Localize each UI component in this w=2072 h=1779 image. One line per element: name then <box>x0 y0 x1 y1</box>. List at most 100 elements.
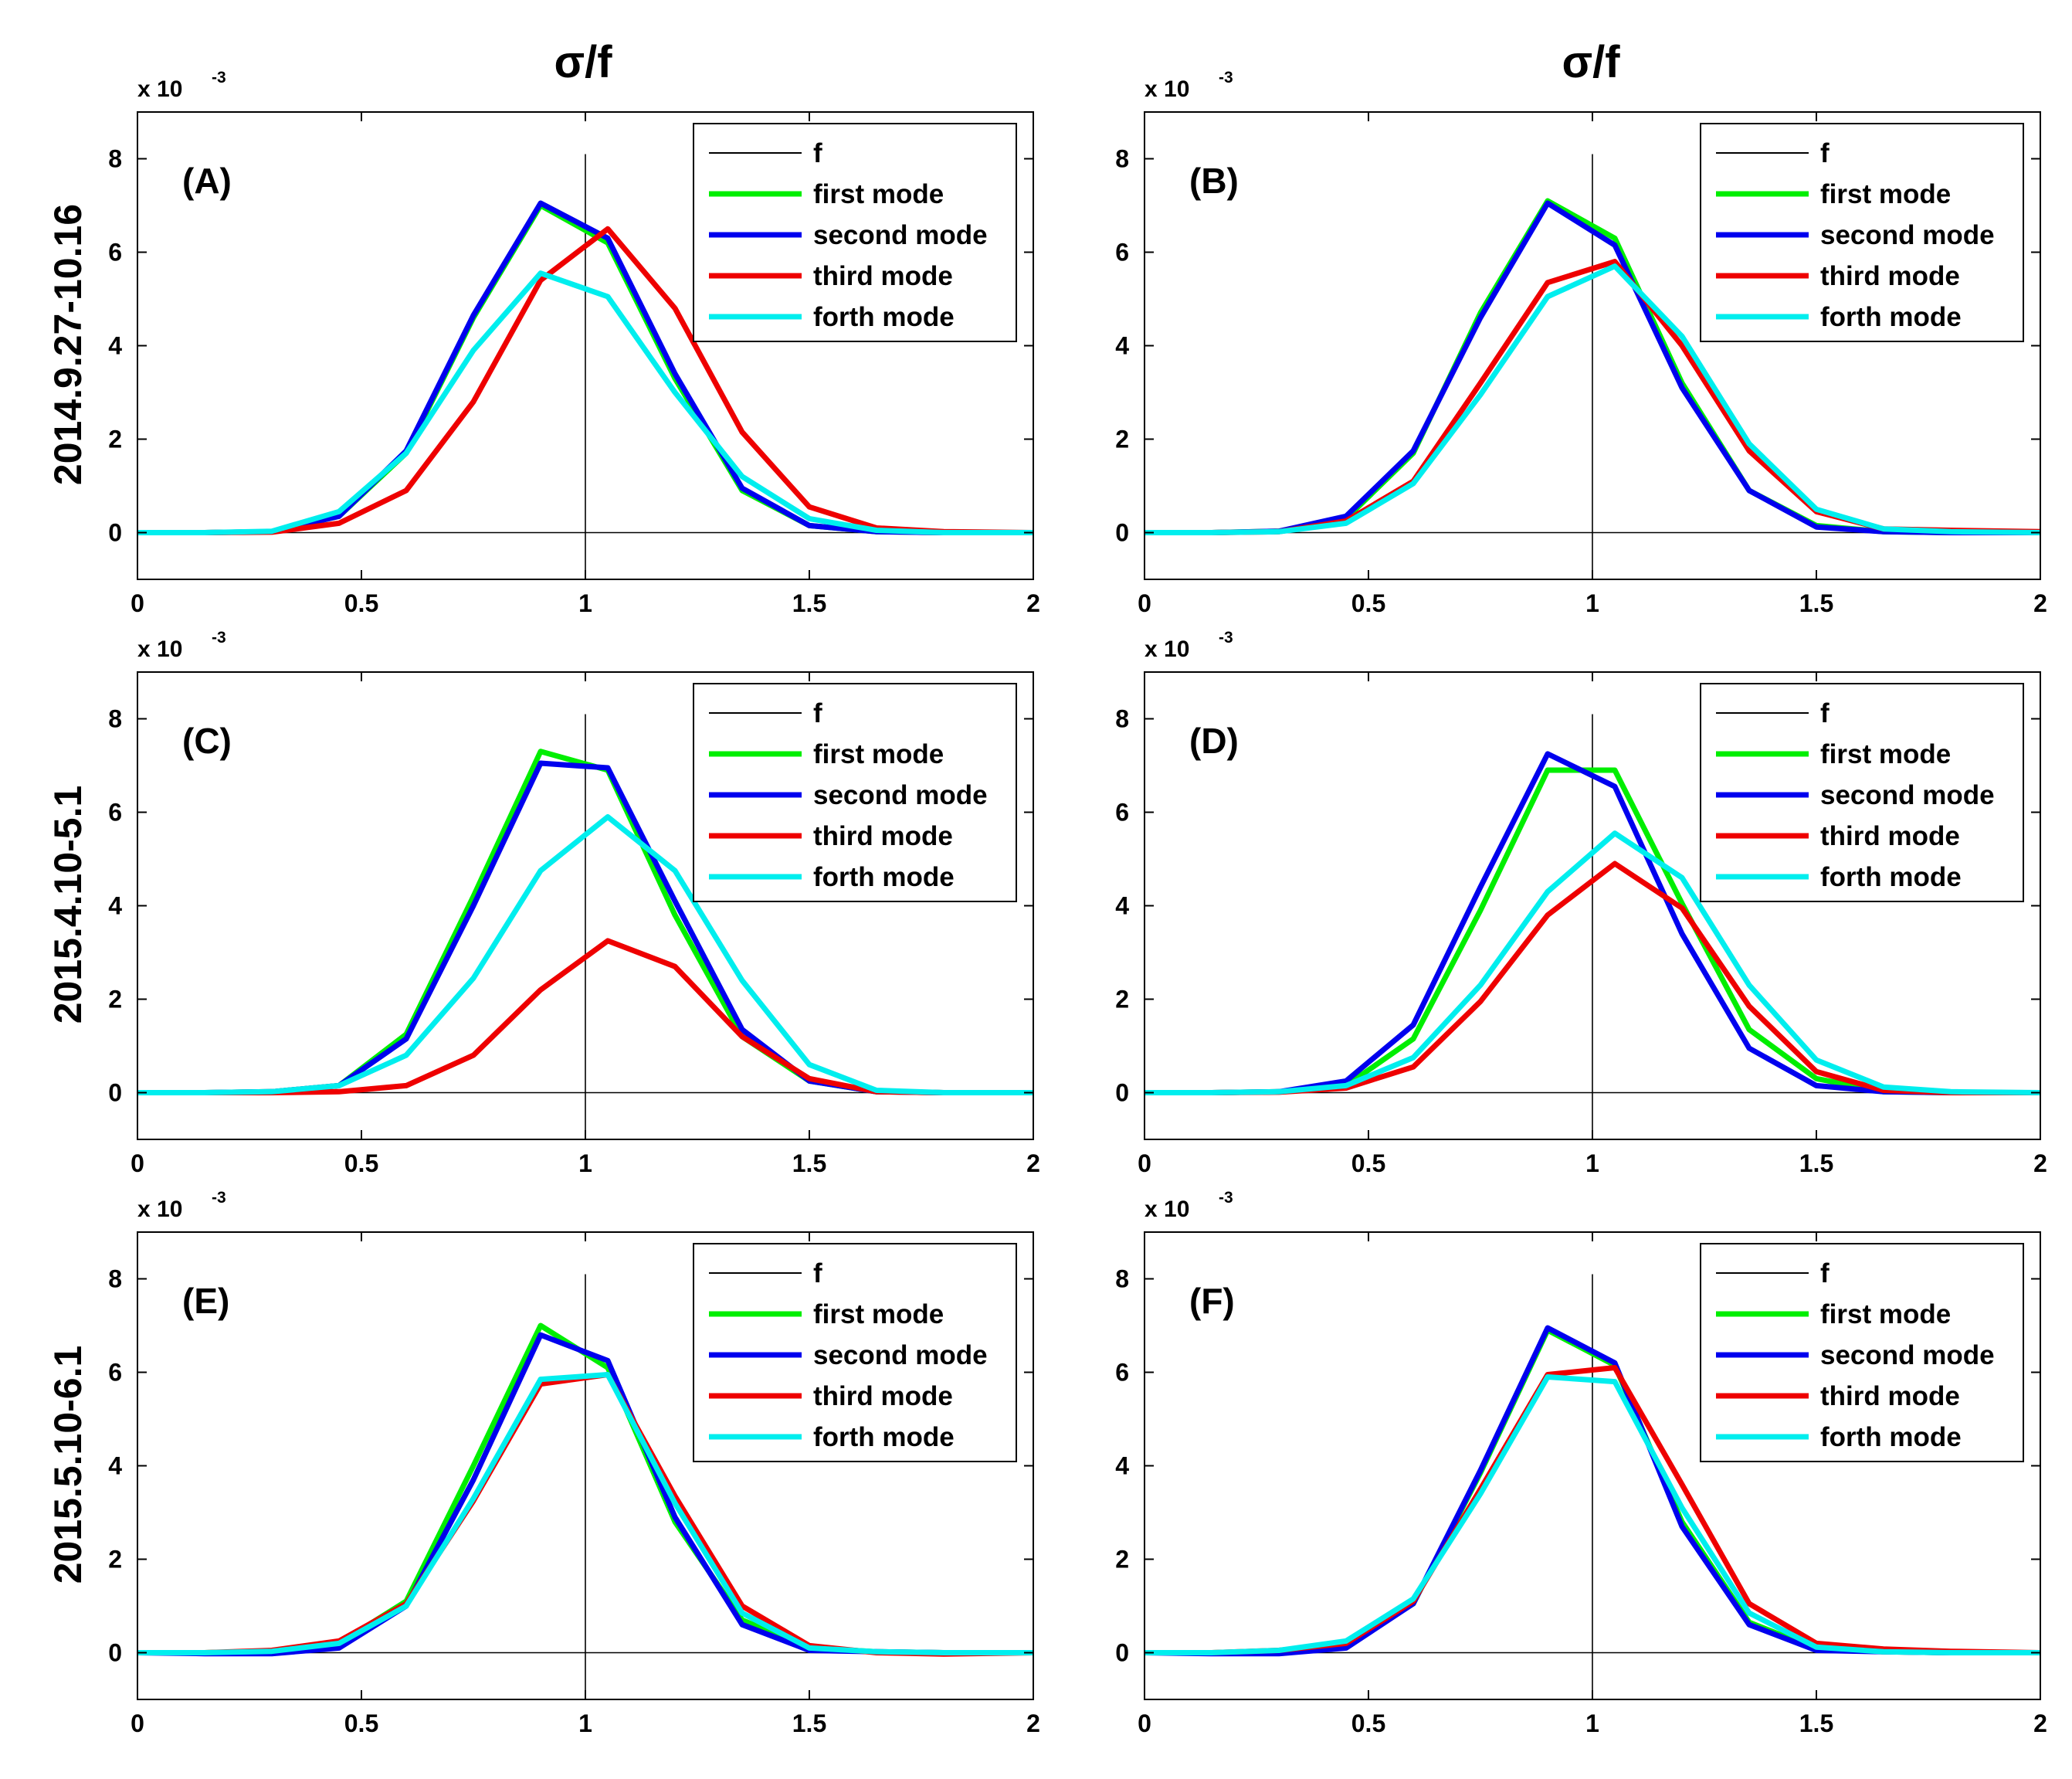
x-tick-label: 0.5 <box>344 1709 378 1737</box>
y-tick-label: 8 <box>108 1265 122 1293</box>
x-tick-label: 1 <box>1585 1149 1599 1177</box>
y-tick-label: 2 <box>1115 1546 1129 1574</box>
legend-label: second mode <box>1820 780 1995 810</box>
y-tick-label: 8 <box>108 705 122 733</box>
legend-label: third mode <box>813 821 953 851</box>
legend-label: first mode <box>813 179 944 209</box>
x-tick-label: 2 <box>1026 1149 1040 1177</box>
panel-b: 0 0.5 1 1.5 2 0 2 4 6 8 x 10 -3 (B) f first mode second… <box>1115 69 2047 617</box>
legend-label: third mode <box>1820 261 1960 291</box>
x-tick-label: 0.5 <box>1351 1709 1385 1737</box>
legend-label: second mode <box>813 220 988 250</box>
x-tick-label: 0.5 <box>344 1149 378 1177</box>
y-tick-label: 2 <box>108 426 122 453</box>
y-tick-label: 0 <box>108 1079 122 1107</box>
legend-label: f <box>813 138 822 168</box>
legend-label: first mode <box>1820 1299 1951 1329</box>
y-tick-label: 2 <box>108 1546 122 1574</box>
row-label-2: 2015.4.10-5.1 <box>46 786 90 1024</box>
x-tick-label: 0 <box>131 589 144 617</box>
legend-label: f <box>813 698 822 728</box>
x-tick-label: 1 <box>1585 1709 1599 1737</box>
legend: f first mode second mode third mode forth mo… <box>1700 683 2024 902</box>
legend-box <box>693 123 1017 342</box>
y-tick-label: 8 <box>1115 145 1129 173</box>
y-exponent: x 10 <box>137 637 182 662</box>
legend-label: third mode <box>813 1381 953 1411</box>
panel-a: 0 0.5 1 1.5 2 0 2 4 6 8 x 10 -3 (A) f first mode second… <box>108 69 1040 617</box>
y-tick-label: 6 <box>1115 239 1129 267</box>
legend: f first mode second mode third mode forth mo… <box>1700 1243 2024 1462</box>
legend-label: second mode <box>1820 1340 1995 1370</box>
legend-label: first mode <box>813 739 944 769</box>
legend-label: forth mode <box>1820 1422 1962 1452</box>
x-tick-label: 2 <box>2033 1149 2047 1177</box>
x-tick-label: 1.5 <box>1799 1709 1833 1737</box>
y-tick-label: 6 <box>108 799 122 827</box>
y-exponent: x 10 <box>137 76 182 102</box>
y-tick-label: 6 <box>1115 1359 1129 1387</box>
row-label-3: 2015.5.10-6.1 <box>46 1346 90 1584</box>
series-forth-mode <box>137 814 1033 1095</box>
y-tick-label: 8 <box>1115 705 1129 733</box>
y-exponent-power: -3 <box>1219 1189 1233 1207</box>
x-tick-label: 1 <box>578 1149 592 1177</box>
legend: f first mode second mode third mode forth mo… <box>693 683 1017 902</box>
panel-f: 0 0.5 1 1.5 2 0 2 4 6 8 x 10 -3 (F) f first mode second… <box>1115 1189 2047 1737</box>
x-tick-label: 0.5 <box>344 589 378 617</box>
y-exponent-power: -3 <box>1219 629 1233 647</box>
y-tick-label: 0 <box>108 1639 122 1667</box>
x-tick-label: 0 <box>1138 589 1151 617</box>
y-tick-label: 8 <box>1115 1265 1129 1293</box>
legend-label: forth mode <box>813 1422 955 1452</box>
legend-label: third mode <box>1820 821 1960 851</box>
y-exponent-power: -3 <box>212 69 226 87</box>
legend-label: second mode <box>813 780 988 810</box>
x-tick-label: 0 <box>1138 1149 1151 1177</box>
x-tick-label: 2 <box>1026 1709 1040 1737</box>
x-tick-label: 0.5 <box>1351 1149 1385 1177</box>
panel-label: (F) <box>1189 1281 1235 1321</box>
legend: f first mode second mode third mode forth mo… <box>693 1243 1017 1462</box>
x-tick-label: 1.5 <box>1799 1149 1833 1177</box>
y-exponent-power: -3 <box>212 1189 226 1207</box>
legend: f first mode second mode third mode forth mo… <box>1700 123 2024 342</box>
panel-d: 0 0.5 1 1.5 2 0 2 4 6 8 x 10 -3 (D) f first mode second… <box>1115 629 2047 1177</box>
y-tick-label: 2 <box>1115 986 1129 1013</box>
series-forth-mode <box>137 270 1033 535</box>
y-tick-label: 4 <box>108 892 122 920</box>
x-tick-label: 0.5 <box>1351 589 1385 617</box>
panel-c: 0 0.5 1 1.5 2 0 2 4 6 8 x 10 -3 (C) f first mode second… <box>108 629 1040 1177</box>
y-tick-label: 6 <box>108 239 122 267</box>
x-tick-label: 2 <box>1026 589 1040 617</box>
y-tick-label: 4 <box>1115 892 1129 920</box>
y-tick-label: 6 <box>1115 799 1129 827</box>
y-tick-label: 0 <box>1115 1639 1129 1667</box>
series-forth-mode <box>1145 263 2040 535</box>
legend-label: third mode <box>813 261 953 291</box>
legend-label: forth mode <box>813 302 955 332</box>
x-tick-label: 0 <box>131 1709 144 1737</box>
legend-label: forth mode <box>1820 862 1962 892</box>
legend-label: first mode <box>1820 179 1951 209</box>
panel-label: (E) <box>182 1281 229 1321</box>
legend-label: forth mode <box>813 862 955 892</box>
panels: 0 0.5 1 1.5 2 0 2 4 6 8 x 10 -3 (A) f first mode second… <box>108 69 2047 1737</box>
row-label-1: 2014.9.27-10.16 <box>46 204 90 485</box>
legend-label: second mode <box>813 1340 988 1370</box>
y-tick-label: 2 <box>108 986 122 1013</box>
column-title-left: σ/f <box>554 37 612 87</box>
x-tick-label: 1.5 <box>1799 589 1833 617</box>
x-tick-label: 1.5 <box>792 589 826 617</box>
legend-label: second mode <box>1820 220 1995 250</box>
y-exponent: x 10 <box>1145 1197 1189 1222</box>
legend-label: f <box>1820 138 1830 168</box>
x-tick-label: 0 <box>131 1149 144 1177</box>
y-tick-label: 0 <box>1115 519 1129 547</box>
series-forth-mode <box>1145 1374 2040 1655</box>
y-exponent: x 10 <box>137 1197 182 1222</box>
y-tick-label: 4 <box>1115 1452 1129 1480</box>
y-tick-label: 4 <box>108 332 122 360</box>
panel-label: (C) <box>182 721 232 761</box>
